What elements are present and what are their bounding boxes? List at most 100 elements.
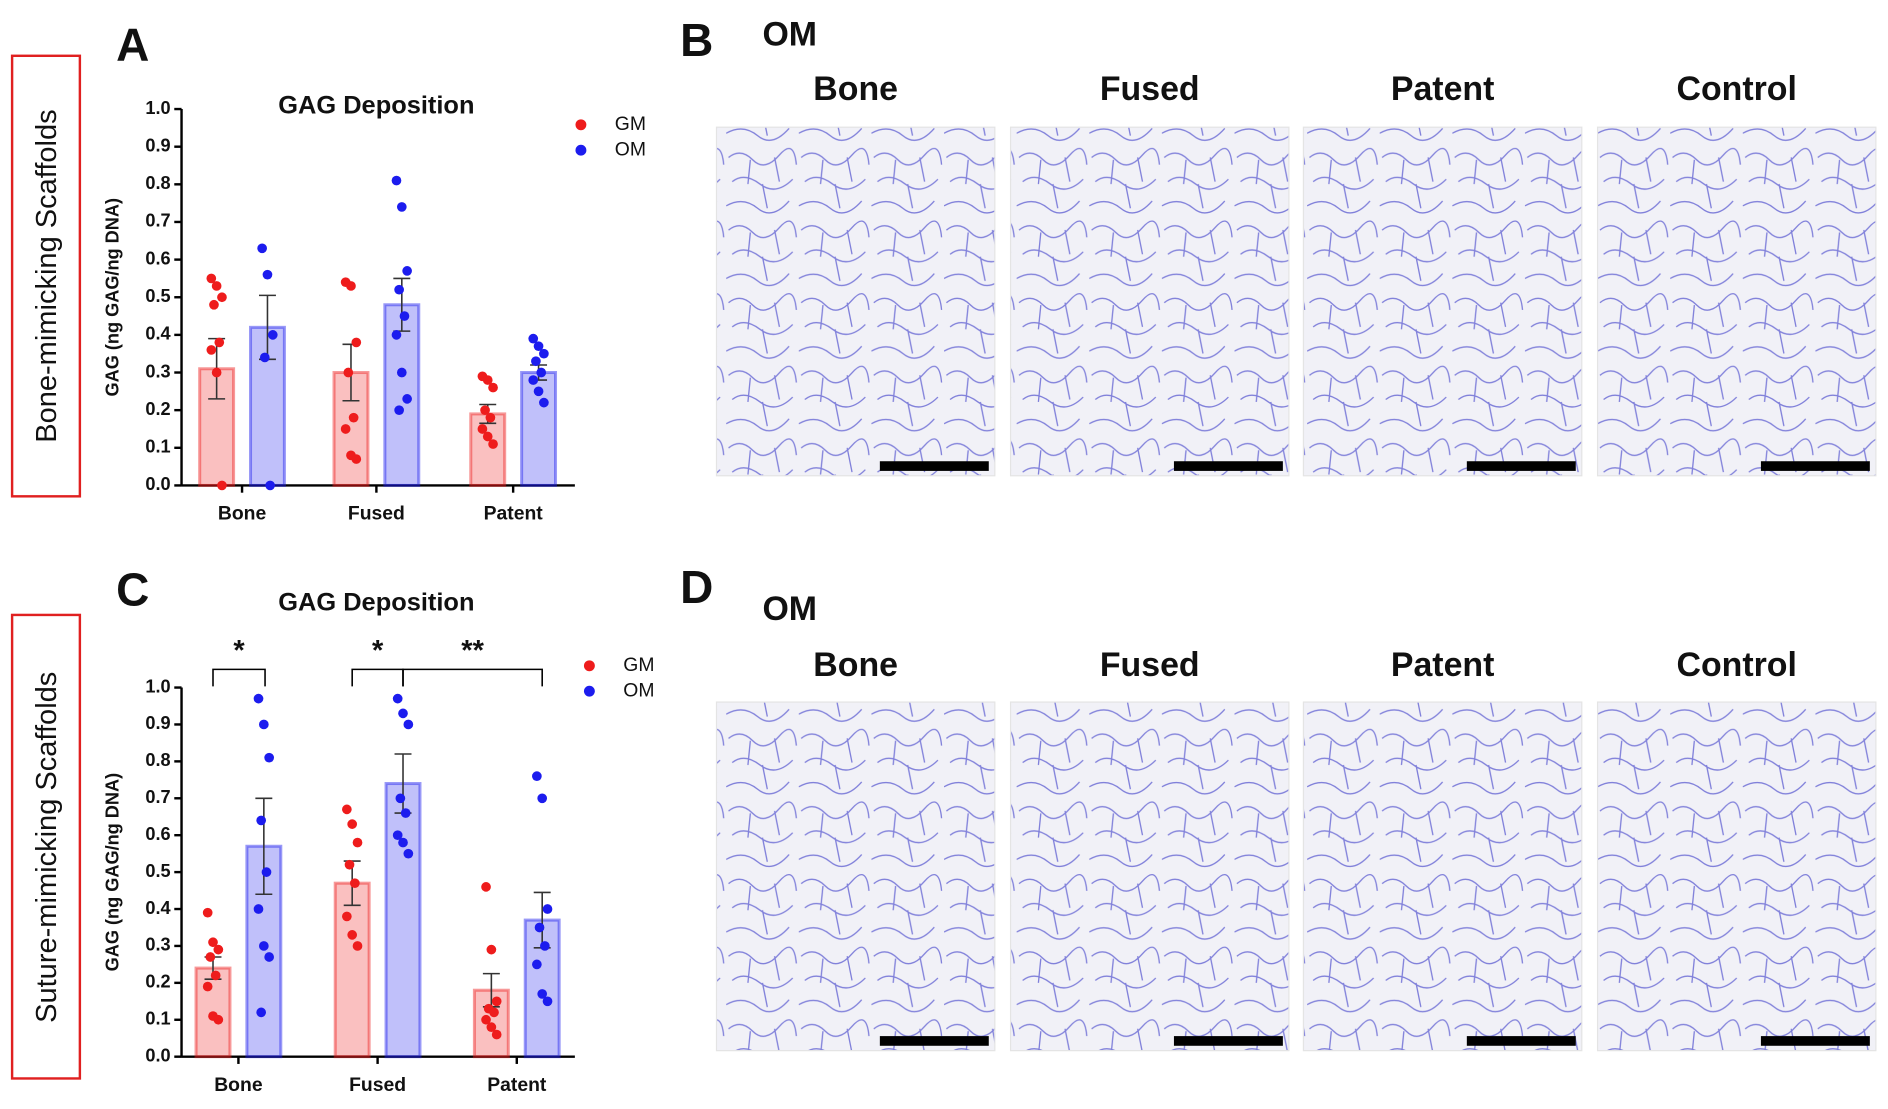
data-point	[396, 202, 407, 212]
x-tick-label: Bone	[214, 1074, 263, 1096]
data-point	[209, 299, 219, 310]
data-point	[258, 719, 269, 730]
data-point	[264, 752, 275, 763]
micrograph-label: Control	[1677, 70, 1797, 108]
legend-marker	[583, 660, 595, 672]
chart-title: GAG Deposition	[278, 589, 474, 617]
data-point	[208, 937, 218, 948]
data-point	[481, 882, 491, 892]
micrograph-group-title: OM	[762, 15, 817, 53]
data-point	[491, 996, 502, 1007]
data-point	[537, 989, 548, 999]
data-point	[400, 808, 411, 818]
micrograph-group-title: OM	[762, 590, 817, 628]
legend-marker	[575, 119, 587, 131]
y-tick-label: 0.3	[145, 361, 170, 381]
significance-bracket	[351, 668, 404, 687]
micrograph-label: Fused	[1100, 70, 1200, 108]
data-point	[347, 819, 358, 829]
y-tick-label: 0.6	[145, 824, 170, 844]
data-point	[340, 424, 351, 434]
data-point	[402, 266, 412, 276]
legend-label: OM	[623, 679, 654, 701]
data-point	[253, 904, 264, 914]
y-axis-label: GAG (ng GAG/ng DNA)	[103, 198, 123, 397]
scale-bar	[1760, 1036, 1870, 1046]
significance-label: **	[461, 635, 484, 667]
data-point	[395, 793, 406, 804]
data-point	[202, 907, 213, 918]
scale-bar	[1466, 1036, 1576, 1046]
micrograph-image	[1596, 126, 1877, 477]
y-tick-label: 0.5	[145, 861, 170, 881]
data-point	[477, 424, 488, 434]
legend-label: GM	[615, 113, 646, 135]
bar	[384, 782, 422, 1059]
data-point	[211, 281, 222, 291]
data-point	[532, 959, 542, 970]
x-tick-label: Fused	[349, 1074, 406, 1096]
micrograph-image	[715, 701, 996, 1052]
micrograph-image	[1302, 701, 1583, 1052]
bar	[469, 412, 507, 487]
data-point	[396, 367, 407, 378]
bar	[198, 367, 236, 487]
panel-letter: B	[680, 14, 713, 66]
y-tick-label: 0.6	[145, 248, 170, 268]
y-tick-label: 0.0	[145, 1045, 170, 1065]
data-point	[217, 480, 227, 491]
data-point	[398, 708, 408, 719]
data-point	[350, 878, 360, 889]
data-point	[402, 394, 412, 404]
data-point	[489, 1007, 499, 1018]
scale-bar	[879, 1036, 989, 1046]
data-point	[480, 405, 490, 415]
data-point	[351, 454, 362, 464]
data-point	[352, 941, 363, 951]
data-point	[482, 375, 493, 385]
micrograph-image	[1009, 126, 1290, 477]
data-point	[542, 904, 553, 914]
data-point	[210, 970, 221, 981]
data-point	[351, 337, 362, 348]
significance-label: *	[233, 635, 245, 667]
scale-bar	[1173, 1036, 1283, 1046]
y-tick-label: 0.8	[145, 750, 170, 770]
micrograph-label: Control	[1677, 646, 1797, 684]
x-tick-label: Fused	[348, 503, 405, 525]
data-point	[352, 837, 363, 848]
data-point	[391, 330, 402, 340]
data-point	[343, 367, 354, 378]
data-point	[213, 944, 224, 955]
panel-letter: A	[116, 19, 149, 71]
micrograph-image	[715, 126, 996, 477]
data-point	[488, 382, 498, 393]
data-point	[267, 330, 278, 340]
micrograph-image	[1302, 126, 1583, 477]
data-point	[539, 348, 549, 359]
y-tick-label: 0.3	[145, 935, 170, 955]
data-point	[253, 693, 264, 704]
panel-letter: D	[680, 561, 713, 613]
data-point	[346, 281, 356, 291]
y-tick-label: 1.0	[145, 676, 170, 696]
bar	[383, 303, 421, 487]
data-point	[265, 480, 275, 491]
data-point	[342, 804, 352, 815]
data-point	[403, 848, 414, 859]
micrograph-image	[1009, 701, 1290, 1052]
scale-bar	[1466, 461, 1576, 471]
y-tick-label: 0.7	[145, 211, 170, 231]
data-point	[403, 719, 414, 730]
data-point	[532, 771, 542, 781]
error-bar	[255, 797, 273, 896]
data-point	[205, 952, 216, 962]
data-point	[391, 175, 402, 186]
data-point	[261, 867, 272, 877]
y-tick-label: 0.2	[145, 972, 170, 992]
data-point	[533, 341, 544, 352]
legend-marker	[575, 144, 587, 156]
scale-bar	[1760, 461, 1870, 471]
